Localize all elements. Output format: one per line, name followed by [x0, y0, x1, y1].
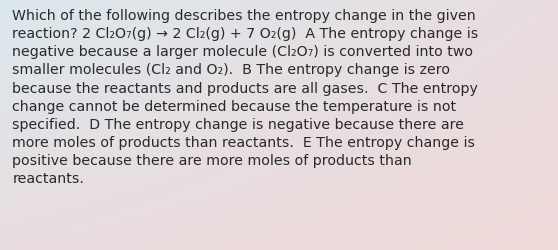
- Text: Which of the following describes the entropy change in the given
reaction? 2 Cl₂: Which of the following describes the ent…: [12, 9, 479, 186]
